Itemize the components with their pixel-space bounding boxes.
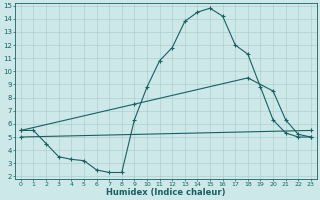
X-axis label: Humidex (Indice chaleur): Humidex (Indice chaleur) — [106, 188, 226, 197]
